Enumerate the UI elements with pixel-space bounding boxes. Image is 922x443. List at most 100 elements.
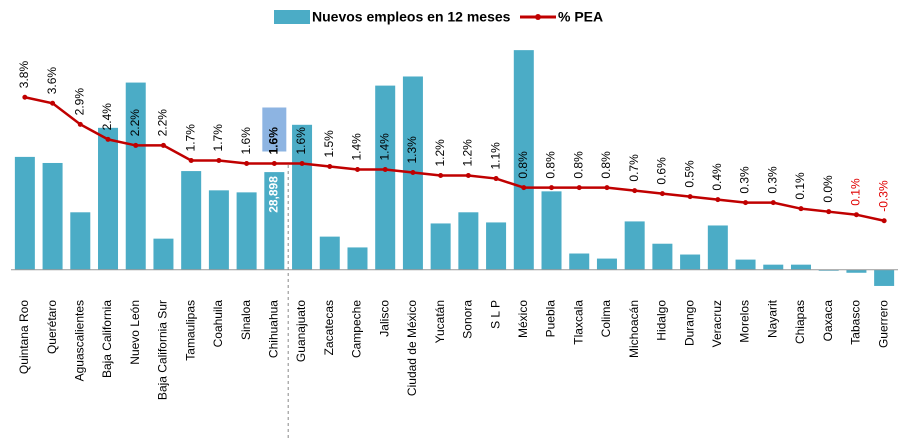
line-marker xyxy=(354,167,360,173)
line-value-label: 0.8% xyxy=(544,151,558,179)
legend-marker xyxy=(535,14,541,20)
line-marker xyxy=(50,100,56,106)
line-value-label: 2.2% xyxy=(156,109,170,137)
line-value-label: 1.5% xyxy=(322,130,336,158)
x-tick-label: Ciudad de México xyxy=(405,300,419,396)
legend-label: % PEA xyxy=(558,9,603,25)
x-tick-label: Tlaxcala xyxy=(571,300,585,345)
bar xyxy=(153,238,174,270)
line-marker xyxy=(826,209,832,215)
x-tick-label: Yucatán xyxy=(433,300,447,343)
bar xyxy=(236,192,257,270)
line-value-label: 0.5% xyxy=(682,160,696,188)
x-tick-label: Chiapas xyxy=(793,300,807,344)
line-marker xyxy=(743,200,749,206)
line-value-label: 0.1% xyxy=(793,172,807,200)
line-marker xyxy=(327,164,333,170)
bar xyxy=(874,269,895,286)
line-marker xyxy=(549,185,555,191)
line-value-label: 1.6% xyxy=(267,127,281,155)
line-marker xyxy=(770,200,776,206)
line-value-label: 1.4% xyxy=(377,133,391,161)
line-value-label: 0.3% xyxy=(738,166,752,194)
x-tick-label: México xyxy=(516,300,530,338)
line-value-label: 2.4% xyxy=(100,103,114,131)
bar xyxy=(42,162,63,270)
x-tick-label: Baja California xyxy=(100,300,114,378)
x-tick-label: Sonora xyxy=(461,300,475,339)
x-tick-label: Guerrero xyxy=(876,300,890,348)
bar xyxy=(763,264,784,270)
line-marker xyxy=(410,170,416,176)
line-value-label: 1.2% xyxy=(461,139,475,167)
bar xyxy=(292,124,313,270)
bar xyxy=(846,269,867,273)
x-tick-label: Oaxaca xyxy=(821,300,835,342)
x-tick-label: Campeche xyxy=(350,300,364,358)
line-value-label: 0.7% xyxy=(627,154,641,182)
x-tick-label: Aguascalientes xyxy=(72,300,86,381)
bar xyxy=(181,171,202,270)
line-value-label: 0.1% xyxy=(849,178,863,206)
x-tick-label: Hidalgo xyxy=(655,300,669,341)
x-tick-label: Tamaulipas xyxy=(183,300,197,361)
bar xyxy=(486,222,507,270)
line-marker xyxy=(881,218,887,224)
line-marker xyxy=(188,157,194,163)
legend-label: Nuevos empleos en 12 meses xyxy=(312,9,511,25)
bar xyxy=(264,172,285,270)
x-tick-label: Baja California Sur xyxy=(156,300,170,400)
x-tick-label: Tabasco xyxy=(849,300,863,345)
line-marker xyxy=(521,185,527,191)
line-value-label: 3.8% xyxy=(17,61,31,89)
line-value-label: 0.0% xyxy=(821,175,835,203)
bar xyxy=(125,82,146,270)
bar xyxy=(458,212,479,270)
bar xyxy=(680,254,701,270)
line-value-label: 1.1% xyxy=(488,142,502,170)
line-value-label: 2.2% xyxy=(128,109,142,137)
line-marker xyxy=(659,191,665,197)
x-tick-label: Quintana Roo xyxy=(17,300,31,374)
bar xyxy=(375,85,396,270)
line xyxy=(24,96,885,222)
bar xyxy=(430,223,451,270)
x-tick-label: Veracruz xyxy=(710,300,724,347)
x-tick-label: Jalisco xyxy=(377,300,391,337)
line-value-label: 0.8% xyxy=(571,151,585,179)
bar xyxy=(98,127,119,270)
bar xyxy=(208,190,229,270)
x-tick-label: Chihuahua xyxy=(267,300,281,358)
bar xyxy=(569,253,590,270)
line-value-label: 0.8% xyxy=(516,151,530,179)
x-tick-label: Sinaloa xyxy=(239,300,253,340)
line-marker xyxy=(438,173,444,179)
line-value-label: 0.8% xyxy=(599,151,613,179)
line-value-label: 1.4% xyxy=(350,133,364,161)
line-marker xyxy=(465,173,471,179)
line-marker xyxy=(493,176,499,182)
line-marker xyxy=(853,212,859,218)
line-value-label: 3.6% xyxy=(45,67,59,95)
line-value-label: 0.6% xyxy=(655,157,669,185)
highlight-box xyxy=(262,107,287,152)
line-value-label: 1.7% xyxy=(183,124,197,152)
line-value-label: 1.6% xyxy=(294,127,308,155)
bar xyxy=(818,269,839,271)
x-tick-label: Querétaro xyxy=(45,300,59,354)
line-marker xyxy=(299,160,305,166)
bar xyxy=(347,247,368,270)
line-marker xyxy=(382,167,388,173)
line-marker xyxy=(244,160,250,166)
x-tick-label: Durango xyxy=(682,300,696,346)
bar xyxy=(790,264,811,270)
x-tick-label: Guanajuato xyxy=(294,300,308,362)
bar xyxy=(319,236,340,270)
line-marker xyxy=(687,194,693,200)
x-tick-label: Nuevo León xyxy=(128,300,142,365)
line-value-label: 1.2% xyxy=(433,139,447,167)
bar xyxy=(735,259,756,270)
line-marker xyxy=(632,188,638,194)
line-marker xyxy=(160,142,166,148)
